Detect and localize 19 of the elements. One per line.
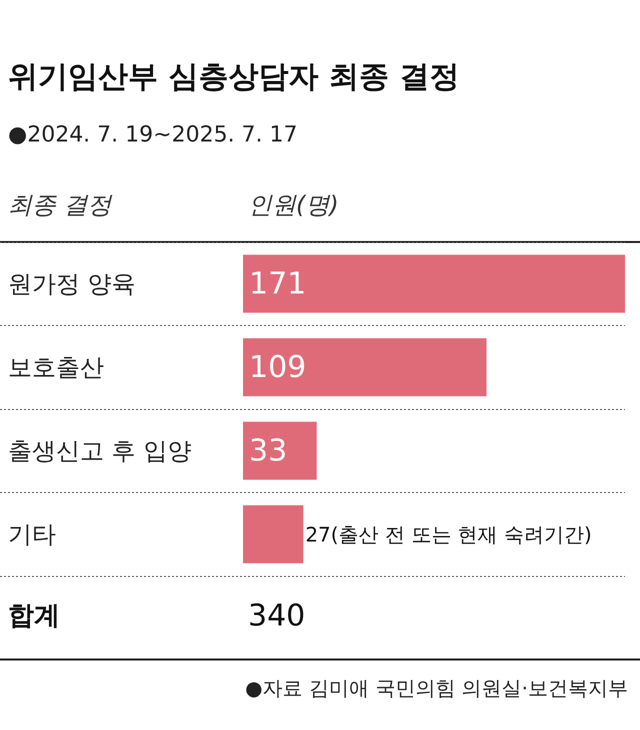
data-label: 171: [249, 266, 306, 302]
bar: [243, 422, 317, 480]
text: ●자료 김미애 국민의힘 의원실·보건복지부: [245, 676, 628, 700]
y-tick-label: 출생신고 후 입양: [8, 436, 192, 465]
text: 합계: [8, 600, 60, 631]
data-label: 33: [249, 433, 288, 468]
x-axis-title: 인원(명): [248, 191, 339, 219]
data-label: 27(출산 전 또는 현재 숙려기간): [305, 522, 592, 546]
bar: [243, 254, 625, 313]
chart-subtitle: ●2024. 7. 19~2025. 7. 17: [8, 122, 298, 148]
y-tick-label: 원가정 양육: [8, 270, 136, 298]
text: 340: [248, 598, 306, 634]
bar: [243, 338, 486, 396]
y-tick-label: 기타: [8, 520, 56, 548]
chart-title: 위기임산부 심층상담자 최종 결정: [8, 60, 460, 94]
y-tick-label: 보호출산: [8, 353, 104, 382]
y-axis-title: 최종 결정: [8, 191, 113, 219]
bar: [243, 505, 304, 564]
data-label: 109: [249, 350, 306, 385]
